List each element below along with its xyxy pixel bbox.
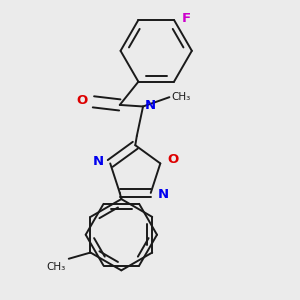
Text: N: N — [158, 188, 169, 201]
Text: O: O — [76, 94, 88, 107]
Text: N: N — [145, 99, 156, 112]
Text: N: N — [92, 155, 104, 168]
Text: CH₃: CH₃ — [172, 92, 191, 102]
Text: F: F — [182, 12, 191, 25]
Text: O: O — [167, 153, 178, 166]
Text: CH₃: CH₃ — [46, 262, 66, 272]
